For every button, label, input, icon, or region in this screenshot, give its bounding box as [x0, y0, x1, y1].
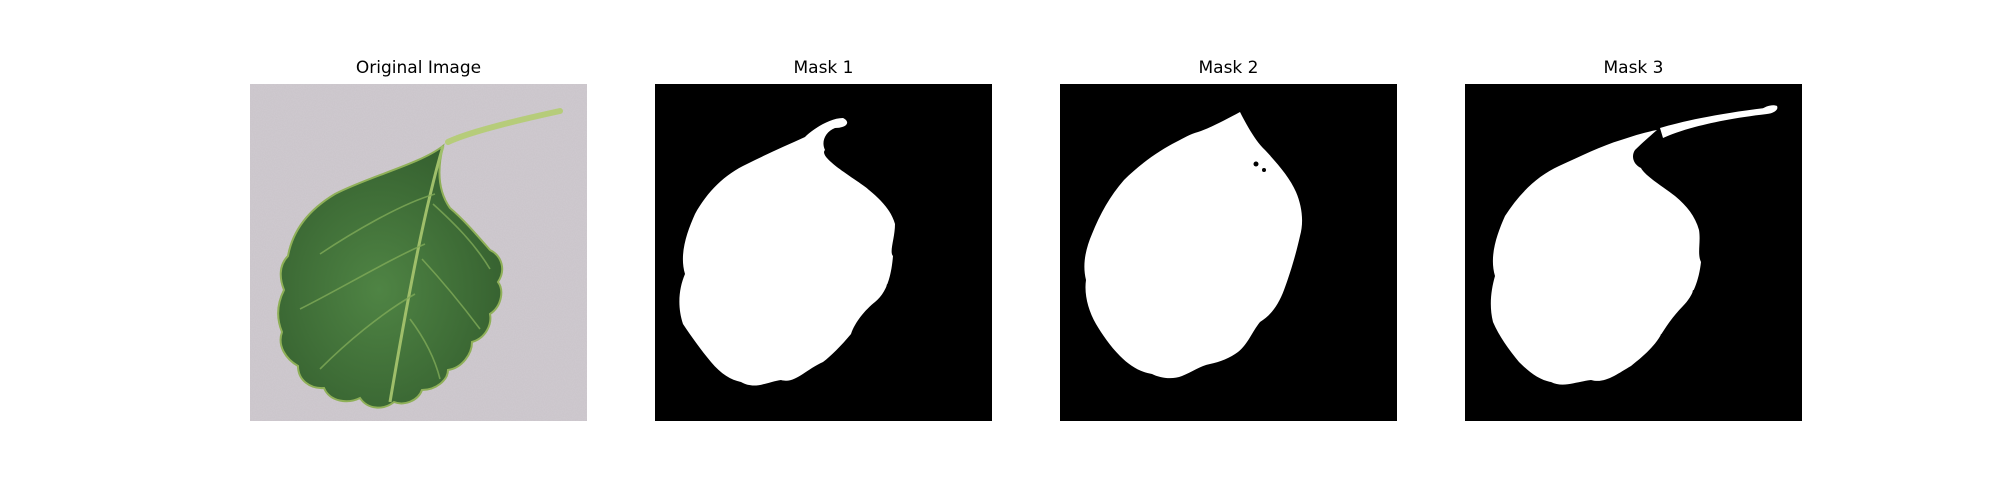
mask-1 [655, 84, 992, 421]
mask-notch [1689, 290, 1701, 308]
mask-3-image [1465, 84, 1802, 421]
mask-notch [847, 330, 861, 352]
leaf-vein [432, 203, 491, 270]
mask-2-image [1060, 84, 1397, 421]
panel-title-mask-3: Mask 3 [1603, 58, 1664, 78]
panel-title-original: Original Image [355, 58, 482, 78]
mask-hole [1262, 168, 1266, 172]
mask-notch [1625, 366, 1641, 378]
leaf-vein [319, 193, 436, 255]
mask-hole [1253, 161, 1259, 167]
leaf-stem [445, 108, 563, 145]
leaf-vein [409, 318, 441, 380]
panel-title-mask-2: Mask 2 [1198, 58, 1259, 78]
mask-1-image [655, 84, 992, 421]
mask-stem [1660, 108, 1767, 138]
leaf-midrib [388, 145, 445, 403]
leaf-photo [250, 84, 587, 421]
leaf-blade [277, 143, 504, 409]
mask-stem-tip [1761, 105, 1778, 114]
leaf-vein [421, 258, 481, 330]
leaf-vein [299, 243, 426, 310]
leaf-vein [319, 293, 416, 370]
mask-3 [1465, 84, 1802, 421]
mask-foreground [1490, 130, 1701, 385]
mask-notch [883, 284, 895, 306]
mask-foreground [679, 118, 895, 386]
original-image [250, 84, 587, 421]
mask-2 [1060, 84, 1397, 421]
mask-foreground [1084, 112, 1303, 379]
mask-notch [1655, 334, 1669, 354]
panel-title-mask-1: Mask 1 [793, 58, 854, 78]
